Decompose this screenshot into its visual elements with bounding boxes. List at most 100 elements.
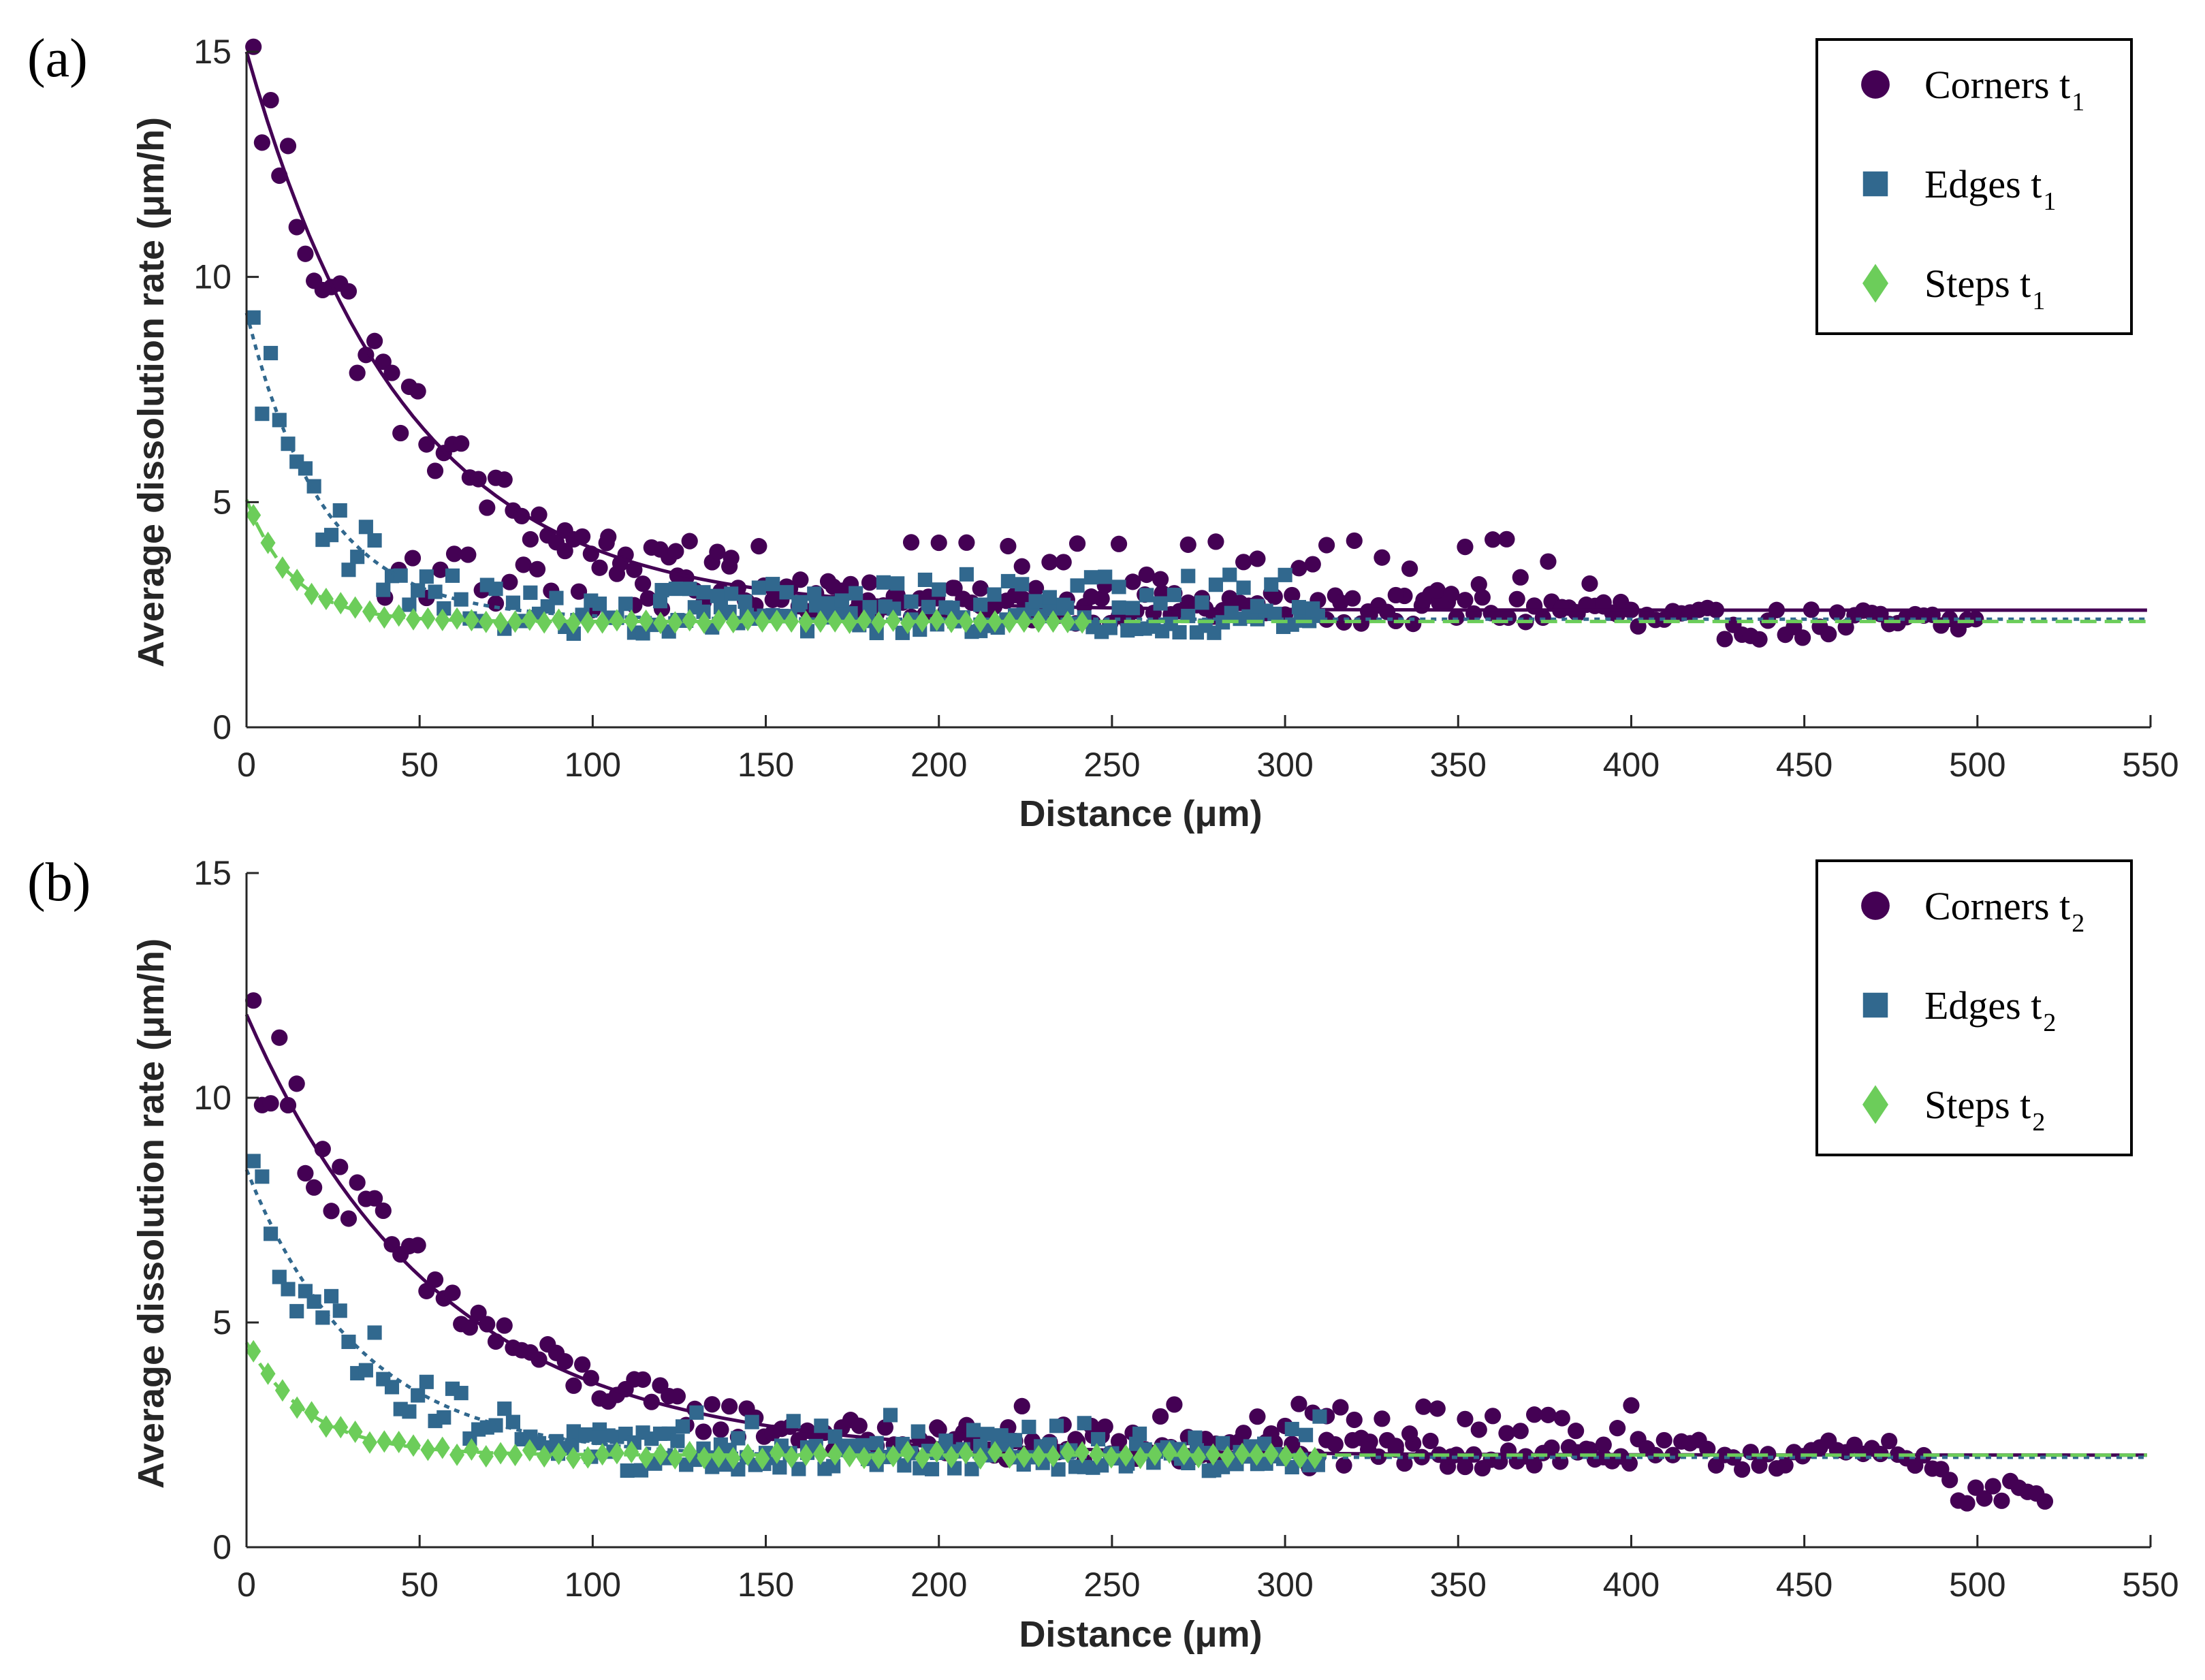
data-point: [1191, 1446, 1206, 1469]
data-point: [1292, 1446, 1308, 1470]
data-point: [904, 594, 919, 609]
panel-a-data: [244, 38, 2147, 648]
data-point: [1056, 597, 1071, 612]
data-point: [288, 1075, 305, 1092]
data-point: [821, 596, 836, 611]
data-point: [744, 1414, 759, 1429]
data-point: [1249, 1408, 1266, 1425]
data-point: [1526, 1406, 1543, 1423]
data-point: [1304, 556, 1321, 573]
data-point: [1083, 588, 1100, 605]
data-point: [404, 550, 422, 567]
data-point: [409, 1237, 426, 1254]
fit-line-edges: [244, 312, 2147, 621]
data-point: [574, 1356, 591, 1373]
data-point: [1485, 1408, 1502, 1425]
data-point: [1267, 606, 1282, 622]
data-point: [1176, 1442, 1192, 1465]
data-point: [375, 353, 392, 370]
data-point: [479, 1316, 496, 1333]
data-point: [972, 1447, 988, 1470]
data-point: [297, 1164, 314, 1182]
data-point: [1828, 604, 1846, 621]
data-point: [570, 583, 588, 600]
data-point: [618, 597, 633, 612]
data-point: [1015, 577, 1030, 592]
series-steps: [244, 1340, 2147, 1470]
data-point: [1976, 1490, 1993, 1507]
data-point: [409, 383, 426, 400]
data-point: [1332, 1399, 1349, 1416]
data-point: [772, 1460, 787, 1475]
data-point: [391, 1431, 407, 1454]
data-point: [1264, 577, 1279, 592]
data-point: [580, 1446, 596, 1469]
data-point: [479, 499, 496, 516]
legend-label: Edges t: [1924, 983, 2042, 1028]
data-point: [827, 1429, 842, 1444]
legend-marker-steps: [1862, 264, 1888, 303]
data-point: [332, 503, 347, 518]
data-point: [530, 506, 548, 523]
data-point: [980, 1427, 995, 1442]
data-point: [279, 138, 297, 155]
data-point: [1162, 1441, 1177, 1464]
data-point: [1716, 631, 1733, 648]
data-point: [900, 1440, 915, 1463]
data-point: [565, 1438, 580, 1453]
data-point: [626, 561, 643, 578]
data-point: [445, 568, 460, 583]
data-point: [1207, 533, 1224, 550]
data-point: [1257, 1436, 1272, 1451]
data-point: [695, 1423, 712, 1440]
x-tick-label: 550: [2122, 746, 2178, 784]
data-point: [246, 310, 261, 325]
data-point: [807, 586, 822, 601]
data-point: [624, 1440, 639, 1463]
data-point: [1422, 1432, 1439, 1450]
data-point: [505, 595, 520, 610]
data-point: [638, 1446, 654, 1469]
data-point: [1188, 1430, 1203, 1445]
data-point: [470, 1304, 487, 1321]
data-point: [792, 571, 809, 588]
data-point: [1070, 578, 1085, 593]
data-point: [262, 1095, 279, 1112]
x-axis-label-a: Distance (μm): [1019, 793, 1262, 834]
data-point: [793, 595, 808, 609]
data-point: [1152, 1408, 1169, 1425]
data-point: [306, 479, 321, 494]
data-point: [1346, 532, 1363, 550]
x-tick-label: 50: [400, 1566, 439, 1604]
data-point: [842, 611, 857, 634]
data-point: [565, 1446, 581, 1470]
data-point: [1881, 1432, 1898, 1450]
data-point: [384, 1380, 400, 1395]
data-point: [537, 1445, 552, 1468]
data-point: [578, 1427, 593, 1442]
data-point: [1332, 594, 1349, 611]
data-point: [592, 597, 607, 612]
data-point: [289, 569, 305, 592]
data-point: [1621, 1455, 1638, 1472]
data-point: [709, 543, 726, 560]
data-point: [255, 1169, 270, 1184]
data-point: [246, 1154, 261, 1169]
y-axis-label-a: Average dissolution rate (μm/h): [131, 117, 172, 667]
data-point: [668, 582, 683, 597]
data-point: [323, 528, 339, 543]
data-point: [347, 1421, 363, 1444]
data-point: [358, 520, 373, 535]
data-point: [461, 1319, 478, 1336]
data-point: [703, 1396, 720, 1413]
legend-label: Steps t: [1924, 1083, 2031, 1127]
data-point: [1091, 1431, 1106, 1447]
data-point: [910, 1424, 925, 1439]
data-point: [1167, 588, 1181, 603]
legend-marker-edges: [1862, 992, 1888, 1018]
data-point: [1837, 619, 1854, 636]
data-point: [349, 364, 366, 381]
data-point: [591, 559, 608, 576]
data-point: [944, 610, 959, 633]
